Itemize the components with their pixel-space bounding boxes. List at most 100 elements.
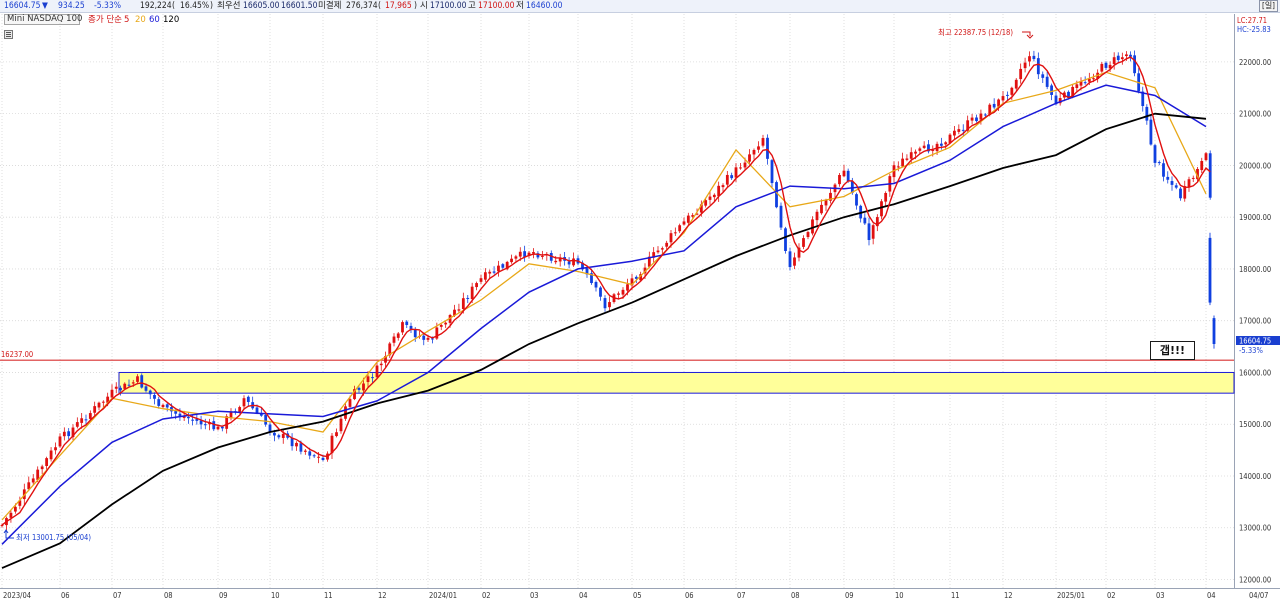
candle-body [375,365,379,378]
candle-body [362,383,365,391]
candle-body [84,419,88,421]
candle-body [268,424,272,432]
ma120-line [1,112,1207,569]
x-tick-label: 04 [579,591,588,600]
candle-body [439,324,443,327]
candle-body [721,185,725,188]
candle-body [590,273,593,284]
candle-body [704,200,708,206]
candle-body [461,298,465,310]
candle-body [312,455,316,457]
candle-body [144,386,148,391]
candle-body [321,457,325,461]
candle-body [110,389,114,398]
candle-body [54,447,57,451]
x-tick-label: 02 [1107,591,1116,600]
candle-body [1208,237,1212,303]
candle-body [1200,161,1204,171]
candle-body [1133,55,1136,74]
candle-body [846,170,850,182]
candle-body [290,438,294,447]
candle-body [811,219,814,234]
candle-body [743,162,747,168]
candle-body [634,276,638,279]
candle-body [884,193,888,202]
oi-change: 17,965 [385,1,412,11]
y-tick-label: 12000.00 [1239,576,1271,585]
low-price: 16460.00 [526,1,563,11]
candle-body [931,150,935,152]
candle-body [944,142,948,145]
candle-body [581,262,584,270]
chart-menu-icon[interactable] [4,30,13,39]
candle-body [734,167,738,178]
candle-body [335,432,338,437]
candle-body [695,213,699,215]
period-button[interactable]: [일] [1259,0,1278,12]
candle-body [1183,186,1187,199]
date-axis-ticks: 2023/04 06 07 08 09 10 11 12 2024/01 02 03 04 05 06 07… [3,591,1268,600]
candle-body [621,289,625,295]
candle-body [199,420,203,425]
current-pct-label: -5.33% [1239,346,1263,355]
candle-body [67,431,71,437]
candle-body [793,257,796,266]
candle-body [1149,119,1153,145]
volume-pct: 16.45% [180,1,210,11]
instrument-label[interactable]: Mini NASDAQ 100 [4,14,82,25]
candle-body [1014,79,1018,89]
candle-body [948,134,952,144]
candle-body [536,253,540,258]
chart-grid [0,14,1234,588]
candle-body [643,267,647,274]
candle-body [585,268,589,275]
candle-body [466,297,470,299]
x-tick-label: 2025/01 [1057,591,1085,600]
candle-body [1141,91,1145,107]
current-price-label: 16604.75 [1239,337,1271,346]
candle-body [554,260,558,263]
candle-body [1196,168,1199,180]
candle-body [1001,96,1005,101]
candle-body [682,221,686,225]
candle-body [1050,85,1053,95]
candle-body [281,433,285,438]
x-tick-label: 11 [324,591,333,600]
low-label: 저 [516,1,524,11]
candle-body [953,130,956,136]
candle-body [45,458,49,466]
candle-body [673,232,677,234]
candle-body [979,113,983,120]
candle-body [1006,94,1009,96]
legend-bar: Mini NASDAQ 100 종가 단순 5 20 60 120 [0,14,1234,26]
candle-body [357,387,361,390]
candle-body [1208,153,1212,198]
candle-body [594,282,598,288]
price-axis [1234,14,1280,588]
candle-body [1087,78,1091,82]
y-tick-label: 16000.00 [1239,368,1271,377]
candle-body [409,325,413,330]
candle-body [918,148,922,151]
candle-body [488,271,492,274]
quote-bar: 16604.75 ▼ 934.25 -5.33% 192,224 ( 16.45… [0,0,1280,13]
candle-body [80,418,84,423]
y-tick-label: 18000.00 [1239,265,1271,274]
candle-body [1157,162,1161,164]
candle-body [806,232,810,238]
price-axis-ticks: 12000.00 13000.00 14000.00 15000.00 16000.00… [1239,58,1271,585]
x-tick-label: 09 [845,591,854,600]
candle-body [123,383,127,389]
candle-body [348,399,352,407]
oi-change-open: ( [378,1,381,11]
candle-body [392,336,396,343]
candle-body [739,167,742,169]
candle-body [1191,177,1195,179]
oi-label: 미결제 [318,1,342,11]
candle-body [909,152,913,159]
x-tick-label: 08 [164,591,173,600]
candle-body [170,407,173,412]
candle-body [691,215,695,217]
candle-body [295,442,298,447]
